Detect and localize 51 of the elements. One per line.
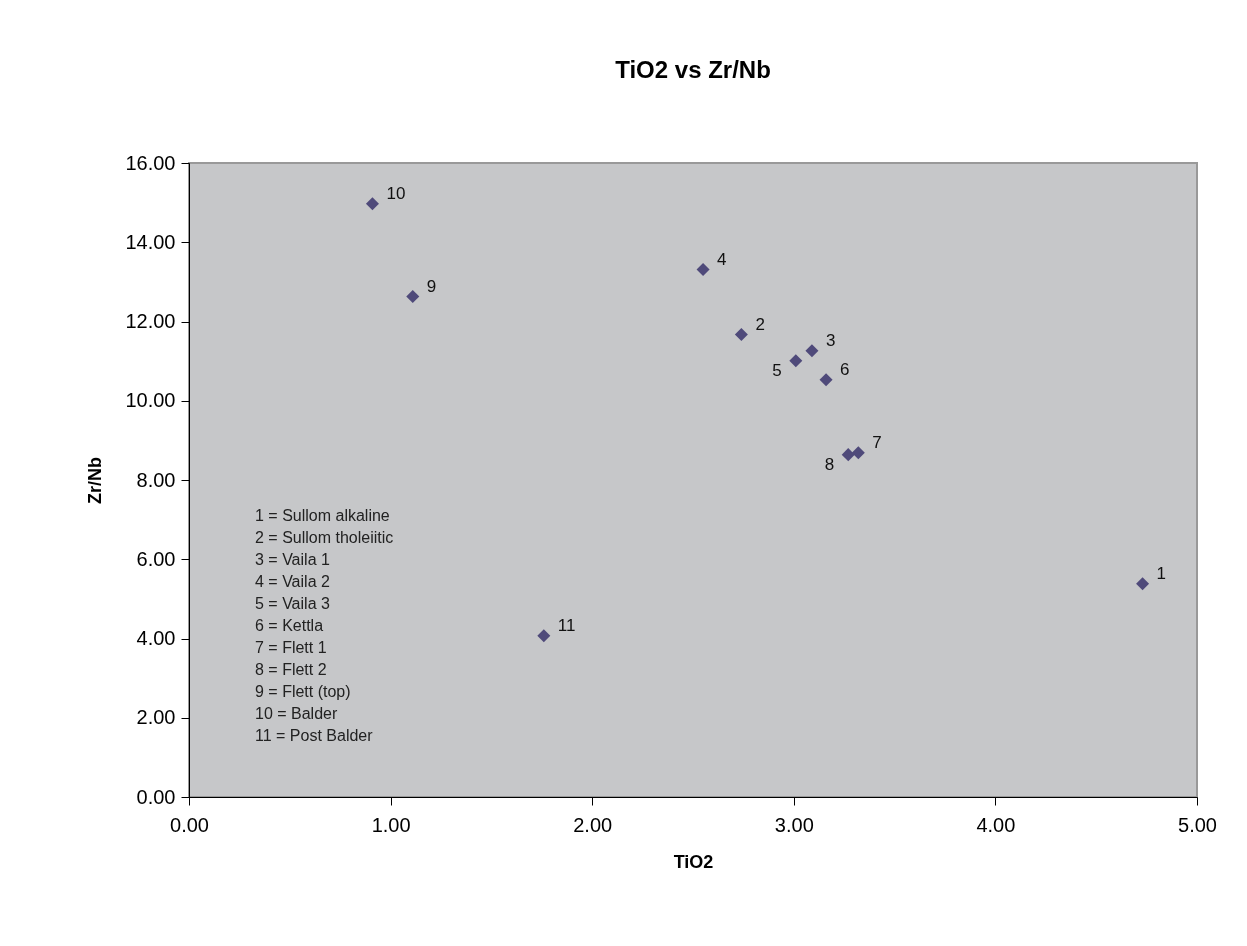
x-tick-label: 3.00 <box>774 813 814 836</box>
annotation: 10 = Balder <box>255 705 338 722</box>
annotation: 8 = Flett 2 <box>255 661 327 678</box>
point <box>696 263 710 277</box>
point <box>819 373 833 387</box>
annotation: 4 <box>717 249 727 269</box>
annotation: 9 = Flett (top) <box>255 683 351 700</box>
y-tick-label: 10.00 <box>125 389 176 412</box>
annotation: 2 <box>755 314 765 334</box>
point <box>406 290 420 304</box>
annotation: 7 = Flett 1 <box>255 639 327 656</box>
y-axis-title: Zr/Nb <box>85 457 106 504</box>
annotation: 2 = Sullom tholeiitic <box>255 529 394 546</box>
annotation: 6 <box>840 359 850 379</box>
annotation: 7 <box>872 432 882 452</box>
y-tick-label: 4.00 <box>136 627 176 649</box>
y-tick-label: 6.00 <box>136 547 176 570</box>
x-tick-label: 5.00 <box>1178 813 1217 836</box>
annotation: 4 = Vaila 2 <box>255 573 330 590</box>
point <box>1136 577 1150 591</box>
point <box>365 197 379 211</box>
point <box>841 448 855 462</box>
annotation: 11 <box>557 615 576 635</box>
y-tick-label: 0.00 <box>136 785 176 808</box>
x-tick-label: 4.00 <box>976 813 1016 836</box>
annotation: 10 <box>386 183 406 203</box>
annotation: 6 = Kettla <box>255 617 324 634</box>
x-tick-label: 0.00 <box>170 813 209 836</box>
x-axis-title: TiO2 <box>673 851 714 872</box>
annotation: 11 = Post Balder <box>255 727 374 744</box>
annotation: 8 <box>824 454 835 474</box>
x-tick-label: 1.00 <box>371 813 411 836</box>
point <box>789 354 803 368</box>
chart-title: TiO2 vs Zr/Nb <box>615 56 771 83</box>
point <box>805 344 819 358</box>
y-tick-label: 2.00 <box>136 706 176 729</box>
annotation: 1 <box>1156 563 1167 583</box>
annotation: 3 = Vaila 1 <box>255 551 330 568</box>
annotation: 3 <box>825 330 836 350</box>
y-tick-label: 12.00 <box>125 310 176 332</box>
point <box>734 328 748 342</box>
annotation: 1 = Sullom alkaline <box>255 507 390 524</box>
point <box>537 629 551 643</box>
annotation: 5 <box>772 360 782 380</box>
y-tick-label: 8.00 <box>136 468 176 491</box>
point <box>851 446 865 460</box>
annotation: 5 = Vaila 3 <box>255 595 330 612</box>
x-tick-label: 2.00 <box>573 813 613 836</box>
y-tick-label: 16.00 <box>125 151 176 174</box>
y-tick-label: 14.00 <box>125 230 176 253</box>
annotation: 9 <box>426 276 437 296</box>
